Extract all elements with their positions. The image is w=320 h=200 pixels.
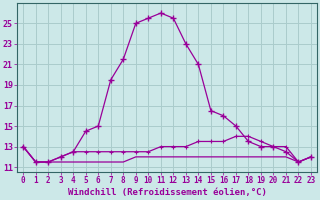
X-axis label: Windchill (Refroidissement éolien,°C): Windchill (Refroidissement éolien,°C) <box>68 188 267 197</box>
